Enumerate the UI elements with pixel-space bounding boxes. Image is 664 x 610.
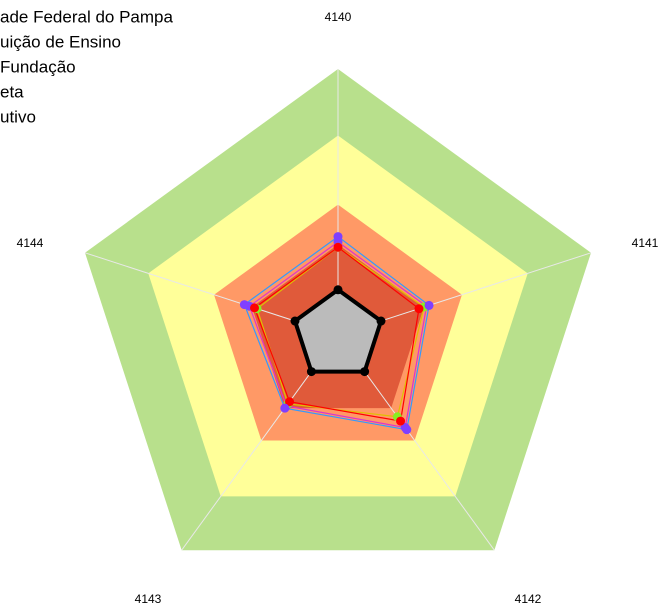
marker <box>414 304 424 314</box>
axis-label: 4143 <box>135 592 162 606</box>
legend-entry: utivo <box>0 107 36 126</box>
marker <box>402 425 412 435</box>
axis-label: 4141 <box>632 236 659 250</box>
marker <box>360 367 370 377</box>
marker <box>376 316 386 326</box>
marker <box>333 232 343 242</box>
marker <box>396 416 406 426</box>
legend-entry: ade Federal do Pampa <box>0 7 173 26</box>
series-line <box>256 246 425 418</box>
legend-entry: eta <box>0 82 24 101</box>
legend-entry: Fundação <box>0 57 76 76</box>
marker <box>333 242 343 252</box>
axis-label: 4140 <box>325 10 352 24</box>
marker <box>306 367 316 377</box>
marker <box>250 303 260 313</box>
legend-entry: uição de Ensino <box>0 32 121 51</box>
marker <box>285 397 295 407</box>
marker <box>424 300 434 310</box>
axis-label: 4142 <box>515 592 542 606</box>
marker <box>290 316 300 326</box>
marker <box>239 300 249 310</box>
series-line <box>243 235 430 431</box>
marker <box>280 403 290 413</box>
marker <box>333 285 343 295</box>
series-line <box>253 246 420 422</box>
series-line <box>292 287 384 374</box>
series-line <box>248 241 428 429</box>
axis-label: 4144 <box>17 236 44 250</box>
